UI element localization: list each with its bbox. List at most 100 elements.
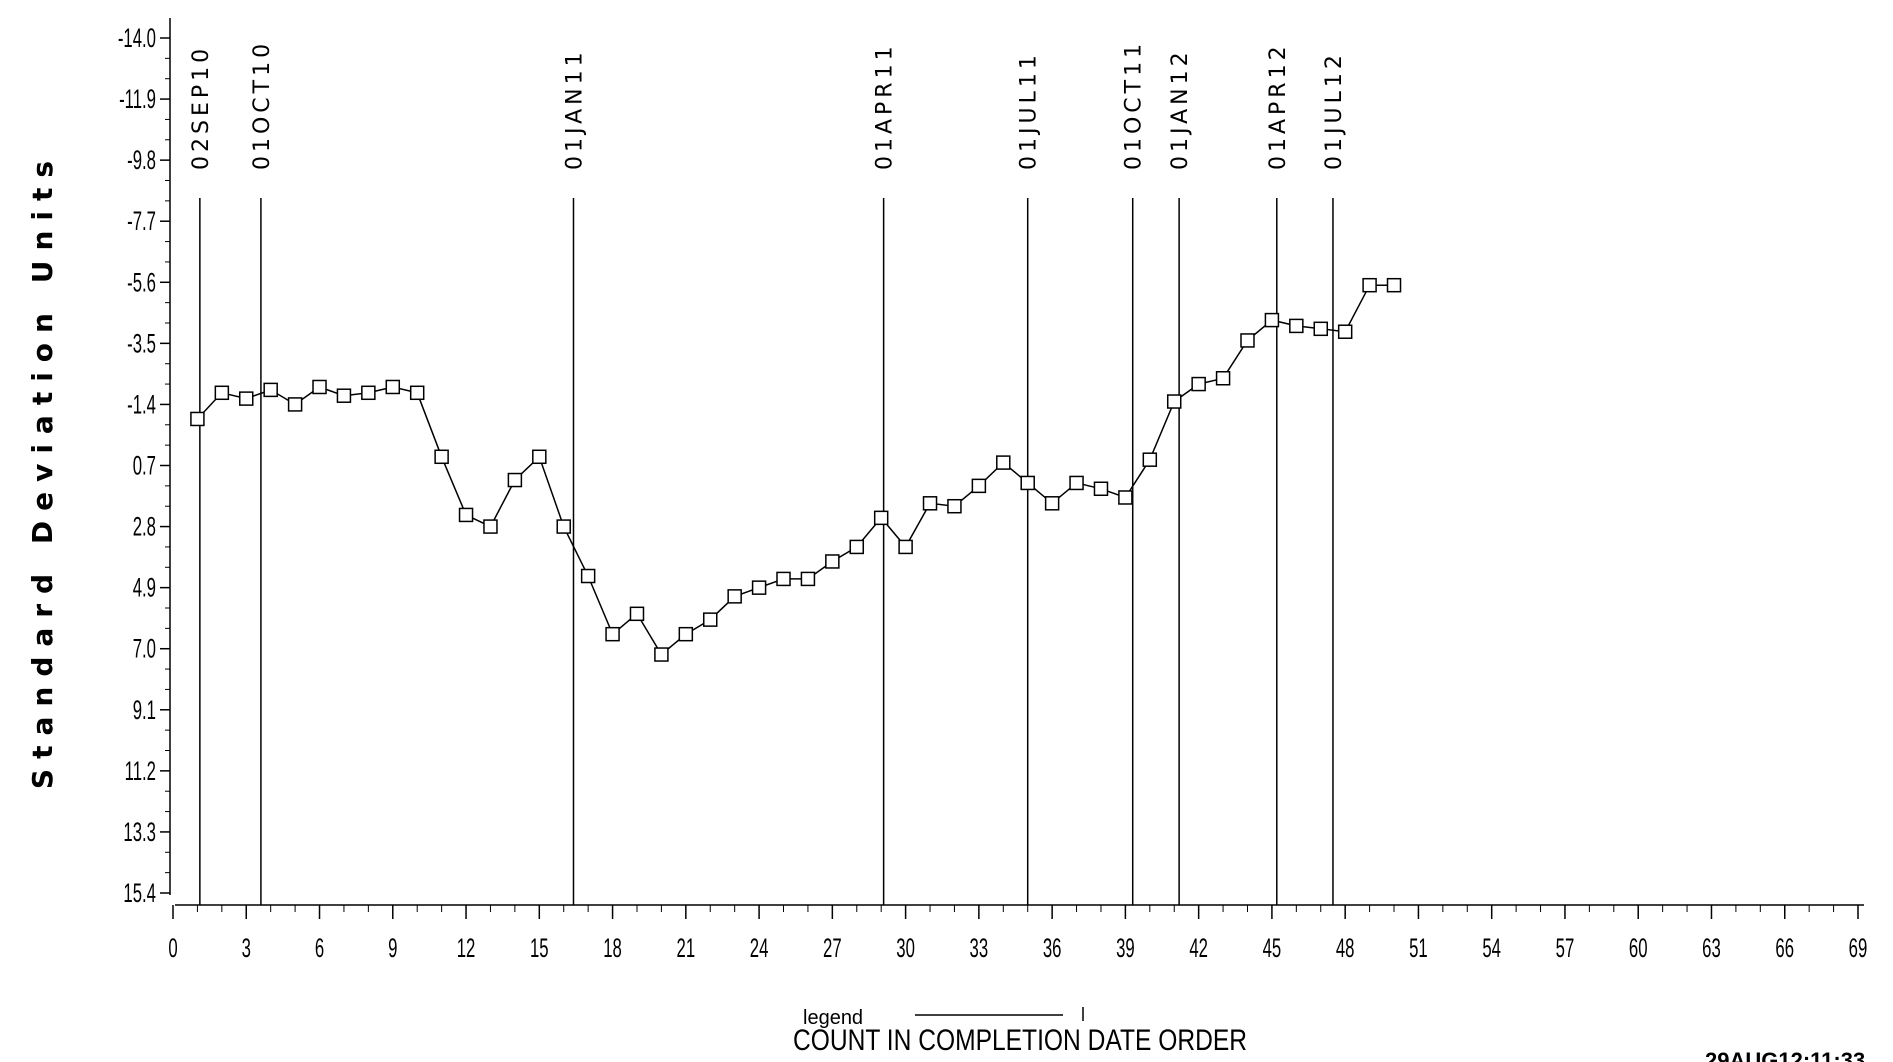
series-line	[196, 284, 1394, 656]
x-tick-label: 33	[970, 933, 989, 963]
reference-line-label: 02SEP10	[189, 45, 214, 170]
y-tick-label: 4.9	[133, 573, 156, 603]
reference-line-label: 01OCT11	[1122, 40, 1147, 170]
reference-line-label: 01JUL11	[1017, 51, 1042, 170]
x-axis-label: COUNT IN COMPLETION DATE ORDER	[793, 1023, 1247, 1057]
y-tick-label: 11.2	[125, 756, 156, 786]
data-series	[190, 277, 1402, 662]
y-tick-label: 0.7	[133, 450, 156, 480]
data-point	[873, 510, 889, 526]
x-tick-label: 42	[1189, 933, 1208, 963]
data-point	[678, 626, 694, 642]
data-point	[1166, 394, 1182, 409]
y-axis-ticks: -14.0 -11.9 -9.8 -7.7 -5.6 -3.5 -1.4 0.7 2.8 4.9 7…	[118, 23, 170, 908]
x-tick-label: 54	[1482, 933, 1501, 963]
x-tick-label: 36	[1043, 933, 1062, 963]
data-point	[532, 449, 547, 465]
y-tick-label: 7.0	[133, 634, 156, 664]
data-point	[190, 411, 205, 427]
reference-line-label: 01APR12	[1266, 42, 1291, 170]
data-point	[996, 455, 1011, 470]
y-tick-label: -7.7	[127, 206, 156, 236]
x-tick-label: 15	[530, 933, 549, 963]
y-tick-label: -11.9	[119, 84, 156, 114]
data-point	[1215, 371, 1231, 386]
data-point	[1313, 321, 1329, 337]
data-point	[800, 571, 816, 587]
data-point	[849, 539, 865, 555]
data-point	[385, 379, 401, 395]
timestamp: 29AUG12:11:33	[1705, 1048, 1865, 1062]
data-point	[239, 391, 254, 406]
x-tick-label: 69	[1849, 933, 1868, 963]
data-point	[287, 397, 303, 412]
y-tick-label: 13.3	[123, 817, 156, 847]
data-point	[556, 519, 571, 534]
data-point	[776, 571, 791, 587]
data-point	[361, 385, 376, 401]
y-tick-label: -9.8	[127, 145, 156, 175]
data-point	[1118, 490, 1133, 505]
x-tick-label: 30	[896, 933, 915, 963]
y-tick-label: -5.6	[127, 267, 156, 297]
data-point	[1069, 475, 1084, 491]
data-point	[214, 385, 230, 401]
x-tick-label: 21	[677, 933, 696, 963]
data-point	[947, 498, 962, 514]
reference-line-label: 01JUL12	[1322, 51, 1347, 170]
x-tick-label: 57	[1556, 933, 1575, 963]
data-point	[1093, 481, 1109, 497]
y-tick-label: 9.1	[133, 695, 156, 725]
x-tick-label: 60	[1629, 933, 1648, 963]
data-point	[1362, 277, 1377, 293]
data-point	[409, 385, 425, 401]
data-point	[1337, 324, 1353, 339]
x-tick-label: 9	[388, 933, 397, 963]
y-tick-label: -3.5	[127, 328, 156, 358]
data-point	[580, 568, 596, 584]
data-point	[1191, 376, 1206, 392]
data-point	[483, 519, 498, 534]
y-tick-label: 2.8	[133, 512, 156, 542]
reference-line-label: 01OCT10	[250, 40, 275, 170]
data-point	[1386, 277, 1402, 293]
axes	[169, 18, 1864, 906]
x-tick-label: 0	[168, 933, 177, 963]
reference-line-label: 01JAN11	[562, 48, 587, 170]
x-tick-label: 18	[603, 933, 622, 963]
data-point	[898, 539, 913, 555]
data-point	[434, 449, 449, 465]
data-point	[825, 554, 840, 569]
x-axis-ticks: 0 3 6 9 12 15 18 21 24 27 30 33 36 39 42 45 48 51 54 57 60 63…	[168, 905, 1867, 963]
x-tick-label: 51	[1409, 933, 1428, 963]
data-point	[727, 589, 742, 604]
data-point	[336, 388, 352, 403]
data-point	[654, 647, 669, 662]
data-point	[312, 379, 327, 395]
data-point	[605, 626, 620, 642]
x-tick-label: 48	[1336, 933, 1355, 963]
x-tick-label: 3	[242, 933, 251, 963]
data-point	[1020, 475, 1035, 491]
data-point	[1289, 318, 1304, 334]
x-tick-label: 6	[315, 933, 324, 963]
x-tick-label: 66	[1775, 933, 1794, 963]
x-tick-label: 12	[457, 933, 476, 963]
data-point	[971, 478, 987, 494]
data-point	[507, 472, 523, 488]
data-point	[702, 612, 718, 627]
y-tick-label: 15.4	[123, 878, 156, 908]
data-point	[263, 382, 278, 398]
y-tick-label: -1.4	[127, 389, 156, 419]
data-point	[1142, 452, 1158, 467]
x-tick-label: 24	[750, 933, 769, 963]
data-point	[458, 507, 474, 523]
reference-line-label: 01JAN12	[1168, 48, 1193, 170]
x-tick-label: 63	[1702, 933, 1721, 963]
data-point	[922, 496, 938, 511]
legend-label: legend	[803, 1007, 863, 1029]
x-tick-label: 39	[1116, 933, 1135, 963]
data-point	[1240, 333, 1255, 348]
y-axis-label: Standard Deviation Units	[26, 151, 59, 789]
